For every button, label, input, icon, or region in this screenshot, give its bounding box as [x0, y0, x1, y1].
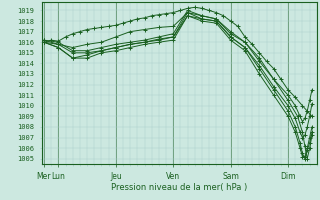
X-axis label: Pression niveau de la mer( hPa ): Pression niveau de la mer( hPa )	[111, 183, 247, 192]
